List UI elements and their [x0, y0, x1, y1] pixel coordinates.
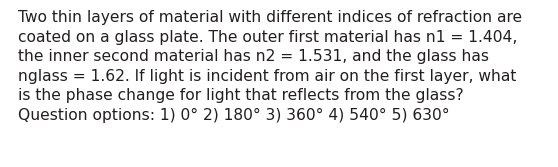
- Text: Two thin layers of material with different indices of refraction are
coated on a: Two thin layers of material with differe…: [18, 10, 522, 123]
